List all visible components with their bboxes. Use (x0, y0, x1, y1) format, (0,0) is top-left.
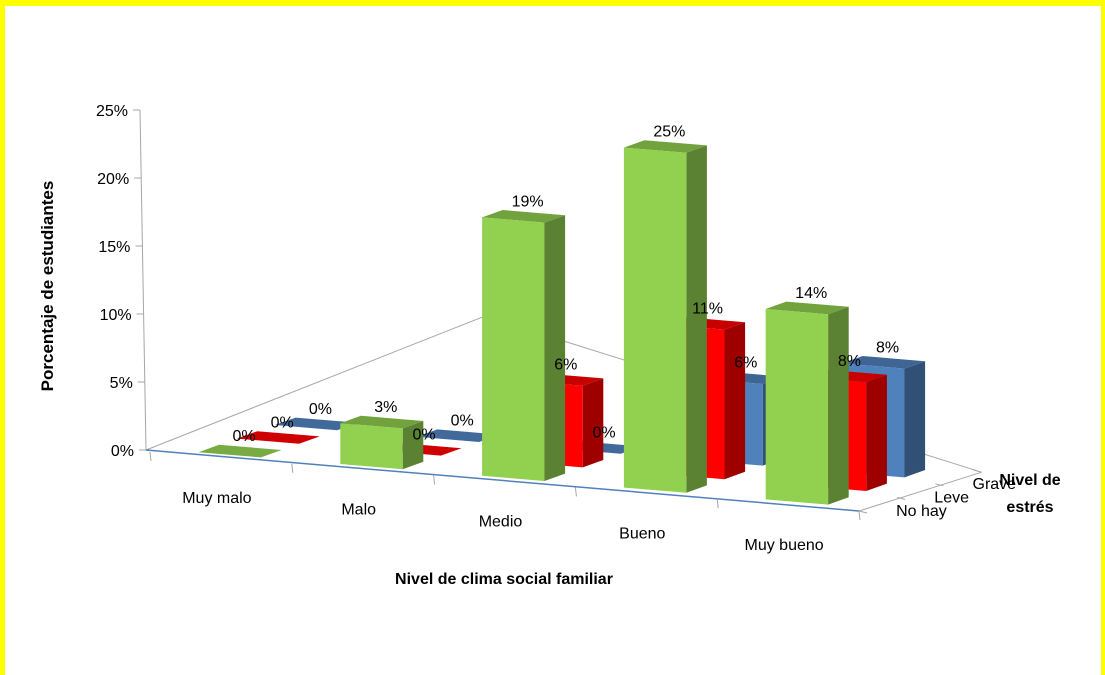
depth-tick-mark (858, 510, 868, 514)
bar-side (544, 215, 566, 481)
z-axis-title-line-1: Nivel de (999, 472, 1060, 489)
data-label: 0% (412, 426, 435, 443)
x-tick-mark (433, 475, 436, 485)
bar-front (623, 147, 687, 493)
depth-tick-label: No hay (896, 503, 947, 520)
depth-axis-line (858, 471, 982, 512)
data-label: 19% (512, 193, 544, 210)
x-axis-title: Nivel de clima social familiar (395, 571, 613, 588)
x-tick-label: Muy bueno (745, 537, 824, 554)
bar-flat (274, 417, 358, 431)
bar-side (686, 145, 707, 493)
y-axis-line (139, 109, 147, 451)
data-label: 11% (692, 300, 723, 317)
bar-side (904, 361, 926, 478)
bar (765, 301, 849, 505)
bar (482, 210, 566, 481)
y-tick-label: 10% (100, 307, 132, 324)
data-label: 0% (271, 415, 294, 432)
bar-side (828, 306, 849, 505)
bar-top (765, 301, 849, 315)
x-tick-label: Medio (479, 514, 523, 531)
data-label: 0% (309, 401, 332, 418)
depth-tick-mark (973, 469, 982, 473)
bar-flat (416, 429, 500, 442)
floor-left-edge (145, 315, 485, 451)
x-tick-label: Muy malo (182, 490, 251, 507)
bar-side (402, 421, 424, 470)
y-tick-label: 0% (111, 443, 134, 460)
bar-top (482, 210, 566, 223)
x-tick-mark (574, 487, 577, 497)
bar (274, 417, 358, 431)
bar-side (866, 374, 887, 491)
x-tick-mark (291, 463, 294, 473)
data-label: 6% (734, 355, 757, 372)
y-tick-label: 5% (110, 375, 133, 392)
bar-front (482, 217, 545, 481)
y-tick-label: 20% (97, 171, 129, 188)
x-tick-label: Bueno (619, 525, 665, 542)
z-axis-title-line-2: estrés (1006, 499, 1053, 516)
data-label: 8% (876, 339, 899, 356)
bar-front (340, 423, 403, 470)
x-tick-label: Malo (341, 502, 376, 519)
x-tick-mark (716, 499, 719, 509)
bar-top (623, 140, 707, 153)
data-label: 0% (592, 425, 615, 442)
bar (236, 431, 320, 444)
depth-tick-label: Grave (973, 476, 1017, 493)
bar (623, 140, 707, 493)
bar-flat (198, 444, 282, 458)
data-label: 25% (653, 124, 685, 141)
bar-front (765, 309, 829, 505)
x-axis-line (145, 449, 860, 512)
bar (416, 429, 500, 442)
x-tick-mark (858, 510, 861, 521)
depth-tick-mark (935, 483, 944, 487)
y-tick-label: 15% (98, 239, 130, 256)
data-label: 0% (232, 428, 255, 445)
depth-tick-label: Leve (934, 490, 969, 507)
y-axis-title: Porcentaje de estudiantes (38, 181, 57, 392)
depth-tick-mark (897, 496, 906, 500)
bar-top (340, 415, 424, 429)
data-label: 0% (451, 413, 474, 430)
bar (340, 415, 424, 470)
bar-top (842, 356, 926, 369)
y-tick-label: 25% (96, 103, 128, 120)
bar (198, 444, 282, 458)
data-label: 3% (374, 399, 397, 416)
data-label: 8% (838, 353, 861, 370)
bar-side (724, 322, 746, 480)
bar-side (582, 378, 604, 468)
data-label: 6% (554, 357, 577, 374)
bar-flat (236, 431, 320, 444)
x-tick-mark (149, 451, 152, 462)
data-label: 14% (795, 285, 827, 302)
